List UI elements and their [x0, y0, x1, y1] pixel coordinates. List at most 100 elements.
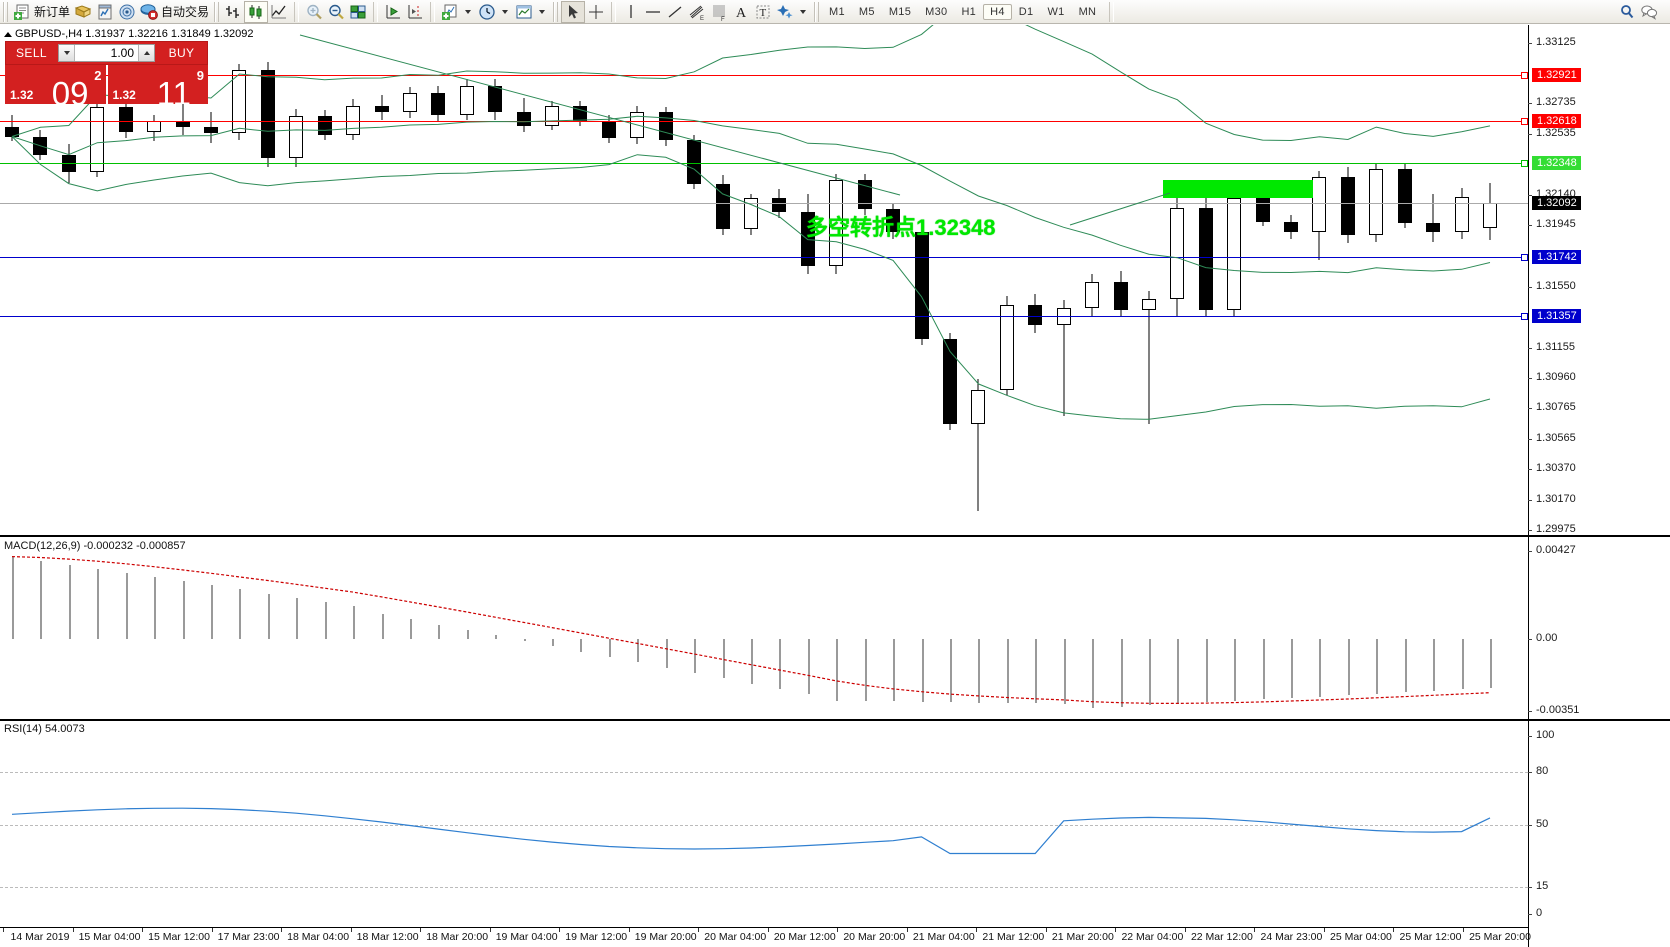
buy-price-tile[interactable]: 1.32 11 9	[107, 65, 208, 104]
volume-increment-button[interactable]	[138, 45, 154, 61]
templates-button[interactable]	[513, 1, 550, 23]
candlestick-chart-button[interactable]	[244, 0, 269, 23]
macd-histogram-bar	[637, 638, 640, 663]
toolbar-grip-4[interactable]	[814, 1, 820, 22]
new-order-button[interactable]: 新订单	[11, 1, 72, 23]
search-button[interactable]	[1616, 1, 1638, 23]
horizontal-line-button[interactable]	[642, 1, 664, 23]
candlestick	[1056, 25, 1071, 537]
buy-button[interactable]: BUY	[168, 46, 195, 60]
text-button[interactable]: A	[730, 1, 752, 23]
timeframe-h1[interactable]: H1	[961, 5, 977, 18]
timeframe-m15[interactable]: M15	[888, 5, 912, 18]
zoom-out-button[interactable]	[325, 1, 347, 23]
text-label-button[interactable]: T	[752, 1, 774, 23]
time-tick-mark	[350, 928, 352, 932]
buy-price-prefix: 1.32	[112, 88, 136, 102]
periods-button[interactable]	[476, 1, 513, 23]
timeframe-m30[interactable]: M30	[925, 5, 948, 18]
sell-price-tile[interactable]: 1.32 09 2	[5, 65, 106, 104]
candlestick	[1284, 25, 1299, 537]
community-chat-button[interactable]	[1638, 1, 1660, 23]
price-level-handle[interactable]	[1521, 313, 1528, 321]
time-scale[interactable]: 14 Mar 2019 15 Mar 04:00 15 Mar 12:00 17 Ma…	[0, 927, 1531, 946]
macd-pane[interactable]	[0, 539, 1528, 726]
fibonacci-button[interactable]: F	[708, 1, 730, 23]
volume-decrement-button[interactable]	[59, 45, 75, 61]
time-tick-mark	[559, 928, 561, 932]
trendline-button[interactable]	[664, 1, 686, 23]
shapes-chevron-down-icon[interactable]	[800, 9, 807, 14]
timeframe-mn[interactable]: MN	[1078, 5, 1097, 18]
navigator-button[interactable]	[116, 1, 138, 23]
time-tick-mark	[906, 928, 908, 932]
candlestick	[260, 25, 275, 537]
zoom-in-button[interactable]	[303, 1, 325, 23]
expert-advisors-button[interactable]	[72, 1, 94, 23]
price-level-line-resistance[interactable]	[0, 74, 1528, 76]
price-scale[interactable]: 1.33125 1.32735 1.32535 1.32140 1.31945 1.315…	[1527, 25, 1670, 947]
timeframe-d1[interactable]: D1	[1018, 5, 1034, 18]
timeframe-m1[interactable]: M1	[829, 5, 845, 18]
periods-chevron-down-icon[interactable]	[502, 9, 509, 14]
equidistant-channel-icon: E	[688, 3, 706, 22]
price-level-label: 1.32348	[1532, 156, 1581, 171]
candle-wick	[1432, 193, 1434, 242]
templates-chevron-down-icon[interactable]	[539, 9, 546, 14]
shapes-button[interactable]	[774, 1, 811, 23]
one-click-trading-panel[interactable]: SELL 1.00 BUY 1.32 09 2 1.32 11 9	[5, 41, 208, 104]
cursor-button[interactable]	[561, 0, 586, 23]
chat-icon	[1640, 3, 1658, 21]
vertical-line-button[interactable]	[620, 1, 642, 23]
time-tick-mark	[976, 928, 978, 932]
chart-annotation[interactable]: 多空转折点1.32348	[806, 215, 996, 240]
toolbar-grip-2[interactable]	[214, 1, 220, 22]
price-level-line-support[interactable]	[0, 316, 1528, 318]
templates-icon	[515, 3, 533, 21]
add-indicator-chevron-down-icon[interactable]	[465, 9, 472, 14]
line-chart-button[interactable]	[268, 1, 290, 23]
timeframe-h4[interactable]: H4	[983, 3, 1012, 20]
price-level-handle[interactable]	[1521, 253, 1528, 261]
svg-text:T: T	[760, 7, 767, 19]
timeframe-m5[interactable]: M5	[858, 5, 875, 18]
volume-input[interactable]: 1.00	[75, 45, 138, 61]
chart-shift-button[interactable]	[404, 1, 426, 23]
price-level-handle[interactable]	[1521, 71, 1528, 79]
price-level-line-resistance[interactable]	[0, 121, 1528, 123]
chart-window[interactable]: GBPUSD-,H4 1.31937 1.32216 1.31849 1.320…	[0, 24, 1670, 947]
collapse-triangle-icon[interactable]	[4, 31, 12, 37]
price-pane[interactable]	[0, 25, 1528, 537]
data-window-button[interactable]	[94, 1, 116, 23]
toolbar-grip[interactable]	[3, 1, 8, 22]
auto-scroll-button[interactable]	[382, 1, 404, 23]
price-level-line-support[interactable]	[0, 256, 1528, 258]
volume-stepper[interactable]: 1.00	[58, 44, 155, 62]
toolbar-grip-3[interactable]	[553, 1, 559, 22]
time-tick: 20 Mar 04:00	[704, 931, 767, 943]
price-level-handle[interactable]	[1521, 118, 1528, 126]
timeframe-w1[interactable]: W1	[1047, 5, 1065, 18]
price-level-handle[interactable]	[1521, 160, 1528, 168]
autotrade-button[interactable]: 自动交易	[138, 1, 211, 23]
candle-body	[346, 105, 361, 135]
macd-histogram-bar	[296, 597, 299, 639]
pivot-highlight-rectangle[interactable]	[1163, 180, 1313, 198]
price-level-line-last-price[interactable]	[0, 202, 1528, 204]
macd-histogram-bar	[1120, 638, 1123, 707]
tile-windows-button[interactable]	[347, 1, 369, 23]
time-tick-mark	[1184, 928, 1186, 932]
sell-button[interactable]: SELL	[16, 46, 47, 60]
macd-histogram-bar	[978, 638, 981, 703]
crosshair-button[interactable]	[585, 1, 607, 23]
time-tick-mark	[1393, 928, 1395, 932]
equidistant-channel-button[interactable]: E	[686, 1, 708, 23]
candlestick	[1113, 25, 1128, 537]
rsi-pane[interactable]	[0, 728, 1528, 925]
macd-histogram-bar	[466, 630, 469, 639]
candle-wick	[182, 102, 184, 135]
add-indicator-button[interactable]	[439, 1, 476, 23]
price-level-line-pivot[interactable]	[0, 163, 1528, 165]
candlestick	[516, 25, 531, 537]
bar-chart-button[interactable]	[222, 1, 244, 23]
